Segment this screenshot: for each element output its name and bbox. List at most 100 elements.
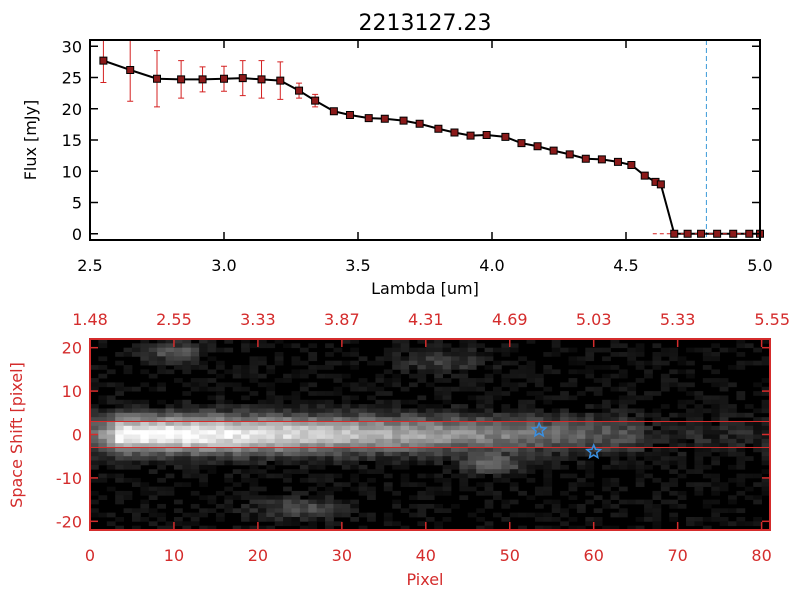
heatmap-cell (518, 365, 527, 370)
heatmap-cell (165, 525, 175, 531)
heatmap-cell (618, 412, 628, 418)
heatmap-cell (677, 451, 687, 457)
heatmap-cell (568, 443, 578, 448)
heatmap-cell (325, 451, 334, 457)
heatmap-cell (283, 521, 292, 527)
heatmap-cell (291, 412, 301, 418)
heatmap-cell (367, 430, 376, 435)
heatmap-cell (316, 434, 326, 440)
heatmap-cell (711, 404, 721, 409)
heatmap-cell (308, 404, 318, 409)
heatmap-cell (123, 404, 133, 409)
heatmap-cell (618, 443, 628, 448)
data-point (153, 74, 161, 83)
heatmap-cell (90, 447, 99, 453)
heatmap-cell (409, 425, 418, 431)
heatmap-cell (618, 369, 628, 375)
heatmap-cell (736, 456, 746, 461)
heatmap-cell (635, 378, 645, 383)
heatmap-cell (711, 447, 721, 453)
heatmap-cell (266, 365, 276, 370)
heatmap-cell (199, 443, 208, 448)
heatmap-cell (484, 373, 494, 379)
heatmap-cell (140, 347, 150, 353)
heatmap-cell (199, 430, 208, 435)
heatmap-cell (257, 473, 267, 479)
heatmap-cell (450, 447, 460, 453)
heatmap-cell (232, 456, 242, 461)
heatmap-cell (316, 408, 326, 414)
heatmap-cell (115, 404, 124, 409)
heatmap-cell (652, 352, 662, 357)
heatmap-cell (341, 434, 351, 440)
heatmap-cell (450, 408, 460, 414)
heatmap-cell (199, 378, 208, 383)
heatmap-cell (501, 503, 511, 509)
heatmap-cell (686, 391, 695, 396)
heatmap-cell (669, 430, 679, 435)
heatmap-cell (308, 434, 318, 440)
heatmap-cell (627, 386, 637, 392)
heatmap-cell (459, 438, 469, 444)
spectrum-title: 2213127.23 (359, 11, 492, 36)
heatmap-cell (694, 391, 704, 396)
heatmap-cell (383, 430, 393, 435)
heatmap-cell (736, 343, 746, 349)
heatmap-cell (610, 399, 620, 405)
heatmap-cell (383, 412, 393, 418)
heatmap-cell (123, 352, 133, 357)
heatmap-cell (644, 443, 653, 448)
heatmap-cell (627, 499, 637, 505)
heatmap-cell (333, 499, 343, 505)
heatmap-cell (417, 521, 427, 527)
heatmap-cell (249, 421, 259, 427)
heatmap-cell (543, 516, 553, 522)
y-tick-label: 30 (62, 37, 82, 56)
heatmap-cell (392, 347, 402, 353)
heatmap-cell (392, 451, 402, 457)
heatmap-cell (333, 391, 343, 396)
heatmap-cell (199, 408, 208, 414)
heatmap-cell (341, 417, 351, 422)
data-point (729, 229, 738, 238)
heatmap-cell (711, 490, 721, 496)
heatmap-cell (534, 486, 544, 492)
heatmap-cell (509, 438, 519, 444)
heatmap-cell (207, 412, 217, 418)
heatmap-cell (576, 477, 586, 483)
heatmap-cell (325, 412, 334, 418)
image-ylabel: Space Shift [pixel] (7, 362, 26, 508)
heatmap-cell (434, 438, 443, 444)
heatmap-cell (761, 339, 771, 344)
heatmap-cell (476, 408, 485, 414)
heatmap-cell (274, 516, 284, 522)
heatmap-cell (635, 430, 645, 435)
heatmap-cell (434, 391, 443, 396)
heatmap-cell (283, 460, 292, 466)
heatmap-cell (308, 399, 318, 405)
heatmap-cell (131, 408, 141, 414)
heatmap-cell (199, 421, 208, 427)
heatmap-cell (115, 443, 124, 448)
heatmap-cell (165, 434, 175, 440)
heatmap-cell (400, 447, 410, 453)
heatmap-cell (509, 425, 519, 431)
heatmap-cell (249, 477, 259, 483)
heatmap-cell (316, 499, 326, 505)
heatmap-cell (190, 456, 200, 461)
heatmap-cell (316, 460, 326, 466)
heatmap-cell (753, 438, 763, 444)
heatmap-cell (568, 347, 578, 353)
heatmap-cell (308, 456, 318, 461)
heatmap-cell (190, 503, 200, 509)
aperture-lines (90, 420, 770, 449)
heatmap-cell (157, 460, 166, 466)
heatmap-cell (392, 521, 402, 527)
data-point (683, 229, 692, 238)
heatmap-cell (291, 343, 301, 349)
heatmap-cell (450, 438, 460, 444)
heatmap-cell (728, 430, 737, 435)
heatmap-cell (551, 451, 561, 457)
heatmap-cell (115, 399, 124, 405)
heatmap-cell (333, 430, 343, 435)
